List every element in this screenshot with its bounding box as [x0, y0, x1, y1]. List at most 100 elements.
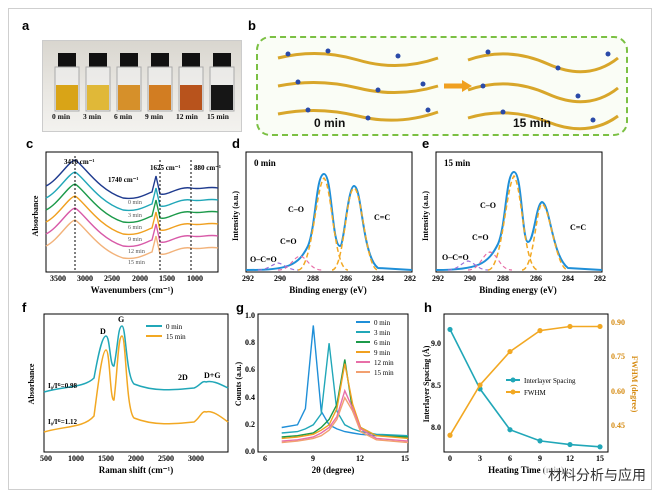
panel-a-label: a — [22, 18, 30, 33]
xrd-series-line — [281, 363, 409, 440]
h-point — [447, 326, 453, 333]
f-ylabel: Absorbance — [27, 363, 36, 404]
h-point — [477, 382, 483, 388]
g-xtick-0: 6 — [263, 454, 267, 463]
panel-g-label: g — [236, 300, 244, 315]
e-ann-co: C–O — [480, 201, 496, 210]
d-tick-2: 288 — [307, 274, 319, 283]
ftir-series-0: 0 min — [128, 200, 142, 206]
g-ytick-5: 1.0 — [245, 311, 255, 320]
watermark: 材料分析与应用 — [544, 464, 650, 486]
vial-cap — [213, 53, 231, 67]
ftir-series-5: 15 min — [128, 260, 145, 266]
h-yr-0: 0.45 — [611, 421, 625, 430]
h-yr-3: 0.90 — [611, 318, 625, 327]
peak-3410: 3410 cm⁻¹ — [64, 158, 94, 166]
ftir-chart: 3410 cm⁻¹ 1740 cm⁻¹ 1625 cm⁻¹ 880 cm⁻¹ 0… — [31, 151, 221, 295]
h-xt-0: 0 — [448, 454, 452, 463]
ftir-series-4: 12 min — [128, 249, 145, 255]
d-ylabel: Intensity (a.u.) — [231, 191, 240, 241]
h-point — [567, 441, 573, 448]
h-yl-1: 8.5 — [431, 381, 441, 390]
g-xtick-2: 12 — [356, 454, 364, 463]
d-ann-co: C–O — [288, 205, 304, 214]
g-ylabel: Counts (a.u.) — [234, 362, 243, 407]
e-tick-4: 284 — [562, 274, 574, 283]
f-xlabel: Raman shift (cm⁻¹) — [99, 465, 173, 475]
h-point — [537, 328, 543, 334]
panel-f-label: f — [22, 300, 27, 315]
f-tick-3: 2000 — [128, 454, 144, 463]
xps-15min-chart: 15 min C=C C–O C=O O–C=O 292 290 288 286… — [421, 151, 606, 295]
f-tick-0: 500 — [40, 454, 52, 463]
c-tick-5: 1000 — [187, 274, 203, 283]
ftir-series-2: 6 min — [128, 225, 142, 231]
c-tick-4: 1500 — [159, 274, 175, 283]
vial-cap — [120, 53, 138, 67]
vial-label: 12 min — [176, 112, 198, 121]
vials-svg — [54, 53, 235, 112]
xrd-chart: 0 min 3 min 6 min 9 min 12 min 15 min 0.0 0.2… — [234, 311, 409, 475]
g-ytick-2: 0.4 — [245, 393, 255, 402]
e-tick-0: 292 — [432, 274, 444, 283]
xrd-series-line — [281, 325, 408, 437]
peak-880: 880 cm⁻¹ — [194, 164, 221, 172]
c-tick-3: 2000 — [132, 274, 148, 283]
vial-liquid — [180, 85, 202, 110]
spacing-fwhm-chart: Interlayer Spacing FWHM 8.0 8.5 9.0 0.45… — [422, 313, 639, 475]
structure-box: 0 min 15 min — [256, 36, 628, 136]
g-xtick-1: 9 — [311, 454, 315, 463]
e-tick-2: 288 — [497, 274, 509, 283]
d-tick-3: 286 — [340, 274, 352, 283]
h-point — [447, 432, 453, 438]
vial-photo — [42, 40, 242, 132]
raman-chart: D G 2D D+G I₀/Iᴳ=0.98 I₀/Iᴳ=1.12 0 min 1… — [27, 313, 229, 475]
xrd-legend-label: 6 min — [374, 339, 391, 347]
h-yl-0: 8.0 — [431, 423, 441, 432]
h-point — [597, 323, 603, 330]
d-title: 0 min — [254, 158, 276, 168]
ratio-0min: I₀/Iᴳ=0.98 — [48, 382, 77, 390]
ratio-15min: I₀/Iᴳ=1.12 — [48, 418, 77, 426]
h-point — [597, 444, 603, 450]
g-ytick-0: 0.0 — [245, 447, 255, 456]
e-title: 15 min — [444, 158, 470, 168]
panel-h-label: h — [424, 300, 432, 315]
f-tick-1: 1000 — [68, 454, 84, 463]
e-ann-c-o: C=O — [472, 233, 489, 242]
xrd-series-line — [281, 343, 409, 437]
c-xlabel: Wavenumbers (cm⁻¹) — [91, 285, 174, 295]
h-ylabel-left: Interlayer Spacing (Å) — [422, 345, 431, 422]
vial-liquid — [87, 85, 109, 110]
f-tick-5: 3000 — [188, 454, 204, 463]
vial-liquid — [149, 85, 171, 110]
h-legend-1: FWHM — [524, 389, 547, 397]
e-tick-1: 290 — [464, 274, 476, 283]
xrd-legend-label: 0 min — [374, 319, 391, 327]
vial-liquid — [118, 85, 140, 110]
h-series-line — [449, 329, 601, 448]
h-point — [507, 348, 513, 355]
h-xt-4: 12 — [566, 454, 574, 463]
vial-cap — [89, 53, 107, 67]
xrd-series-line — [281, 388, 409, 442]
band-2d: 2D — [178, 373, 188, 382]
d-ann-oco: O–C=O — [250, 255, 277, 264]
vial-label: 0 min — [52, 112, 71, 121]
g-xtick-3: 15 — [401, 454, 409, 463]
figure-frame — [8, 8, 652, 490]
vial-liquid — [56, 85, 78, 110]
structure-svg — [277, 48, 619, 131]
d-tick-1: 290 — [274, 274, 286, 283]
g-xlabel: 2θ (degree) — [312, 465, 355, 475]
xrd-legend-label: 3 min — [374, 329, 391, 337]
d-tick-4: 284 — [372, 274, 384, 283]
c-tick-2: 2500 — [104, 274, 120, 283]
h-yl-2: 9.0 — [431, 339, 441, 348]
band-d: D — [100, 327, 106, 336]
f-tick-4: 2500 — [158, 454, 174, 463]
d-tick-5: 282 — [404, 274, 416, 283]
g-ytick-4: 0.8 — [245, 338, 255, 347]
d-tick-0: 292 — [242, 274, 254, 283]
c-tick-0: 3500 — [50, 274, 66, 283]
